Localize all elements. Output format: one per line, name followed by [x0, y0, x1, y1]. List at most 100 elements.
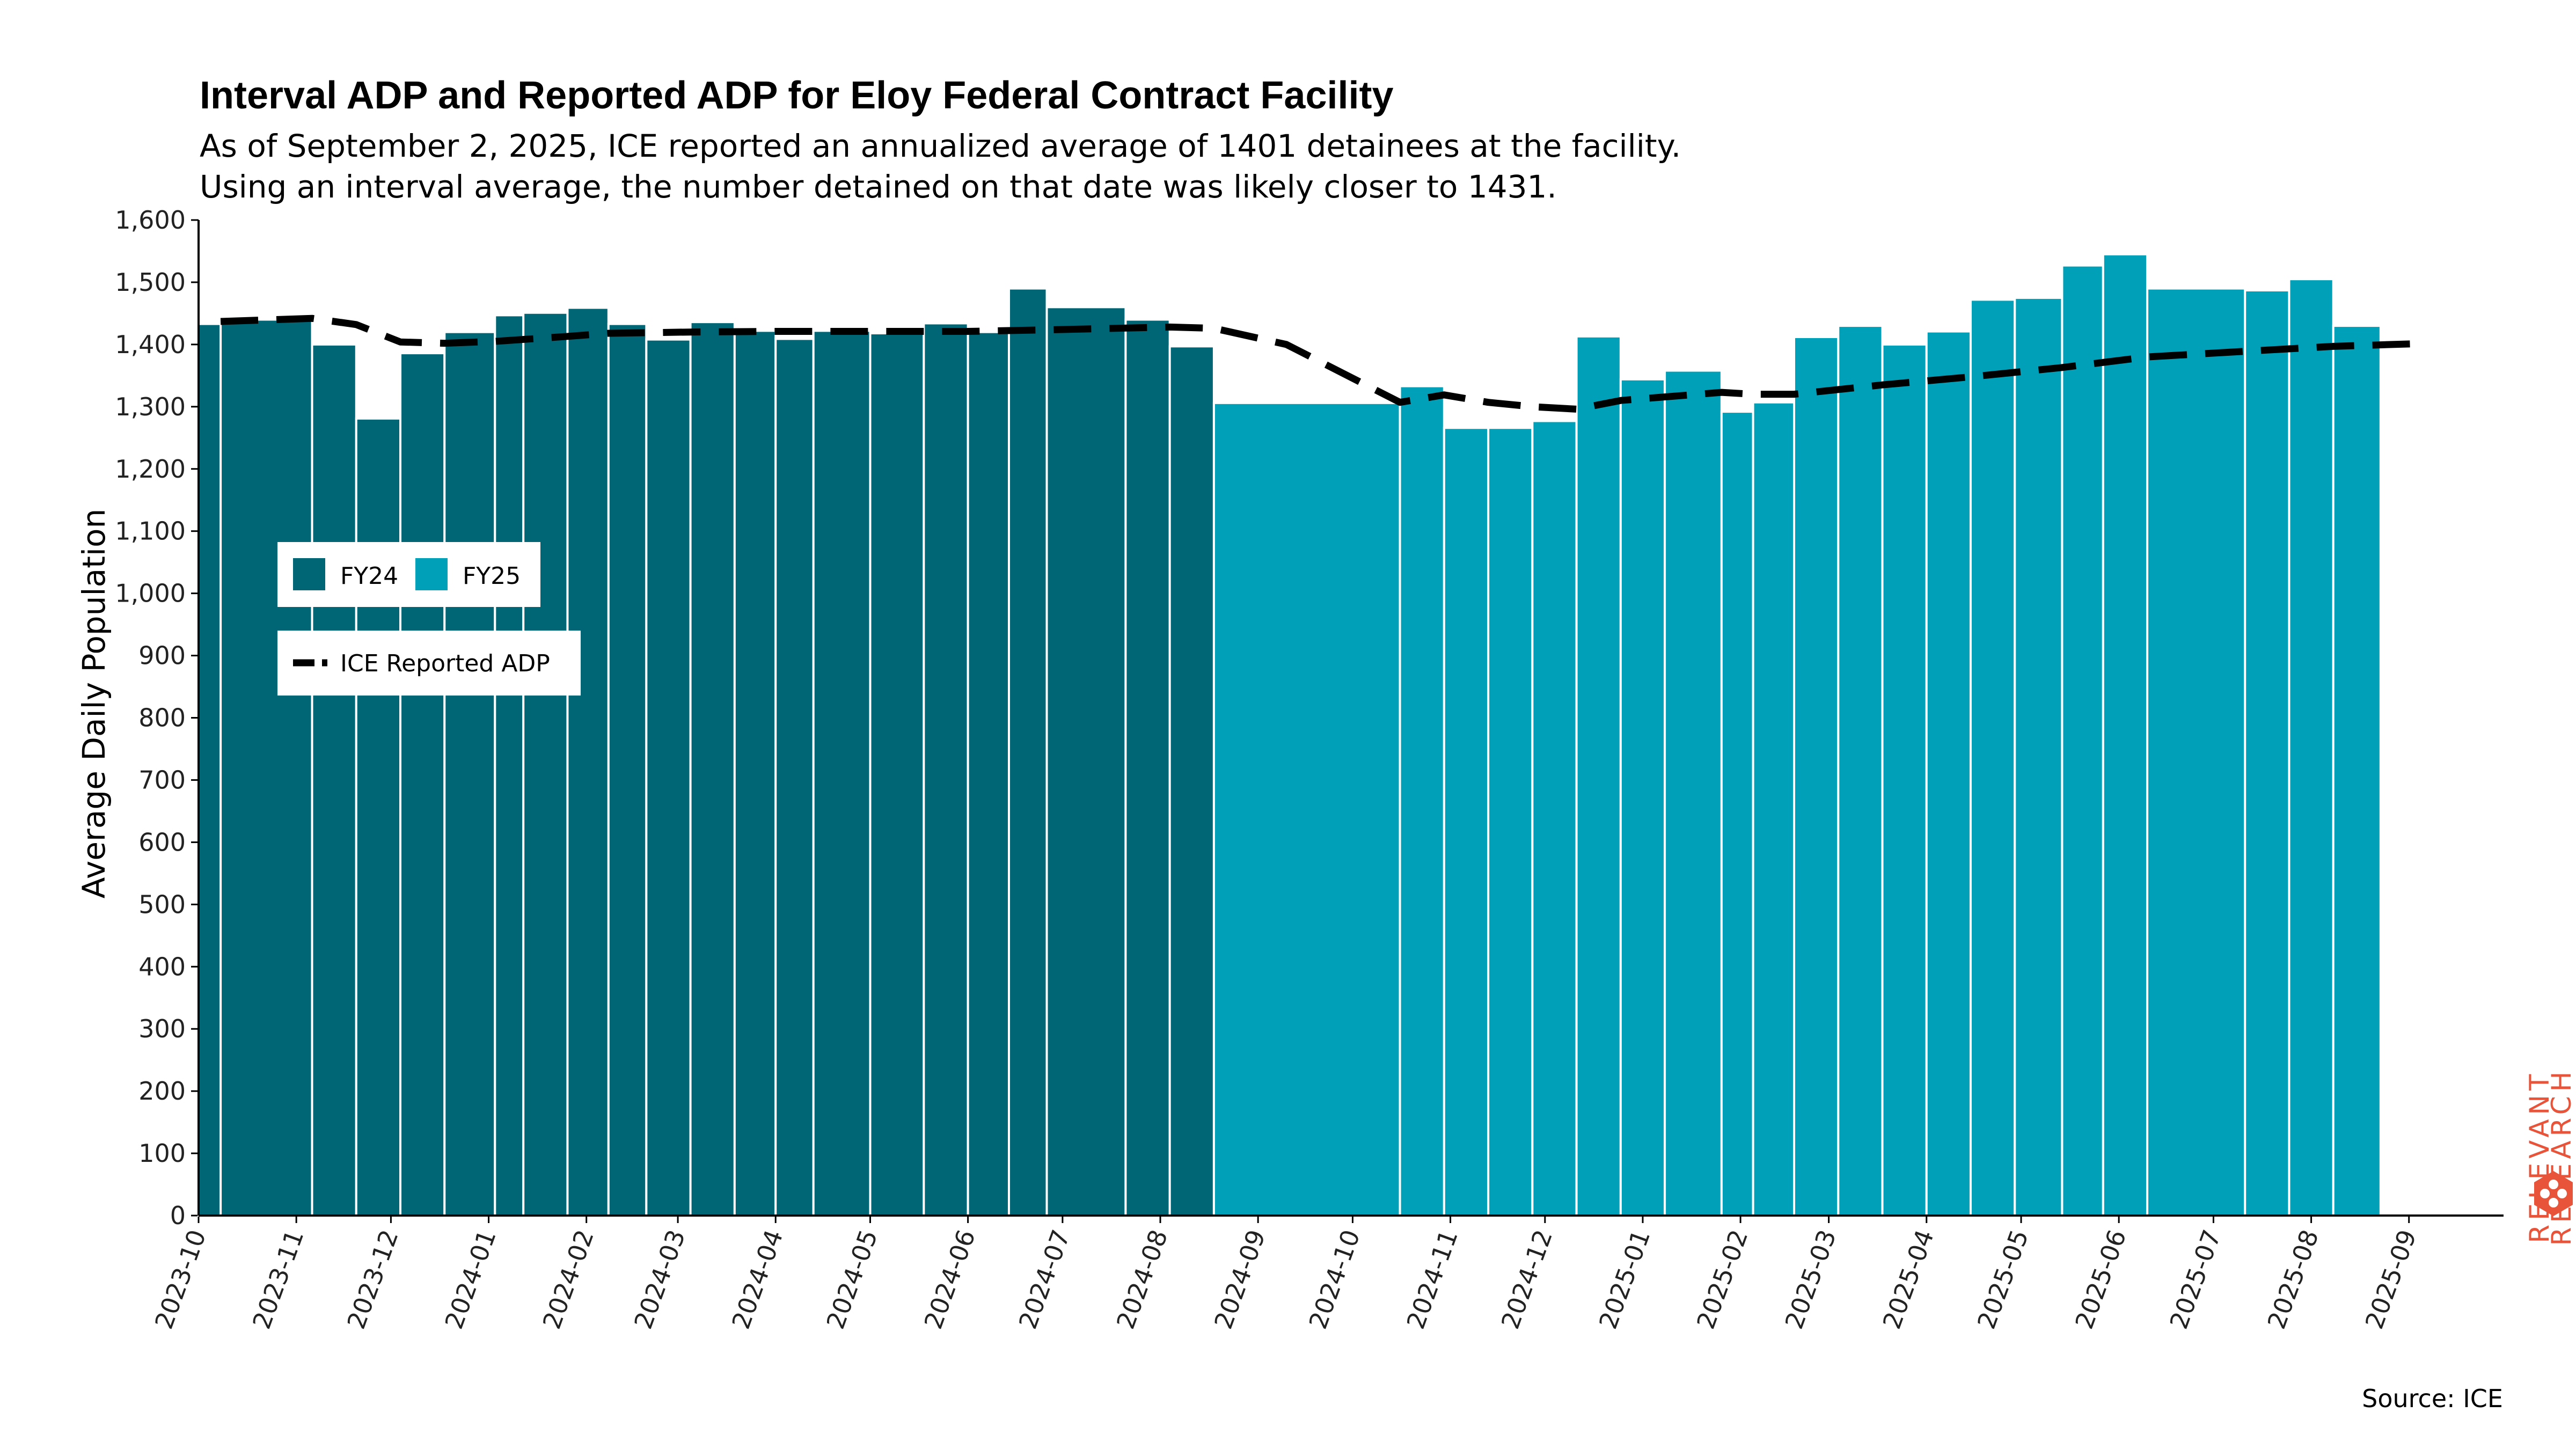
bar-fy25-2025-04-15 — [1970, 298, 2016, 1217]
y-tick-label: 400 — [138, 952, 186, 981]
bar-fy25-2024-11-13 — [1487, 427, 1534, 1217]
bar-fy25-2025-08-08 — [2332, 325, 2382, 1217]
bar-fy24-2024-04-01 — [774, 338, 815, 1217]
bar-fy24-2023-11-06 — [311, 343, 357, 1217]
bar-fy24-2024-05-01 — [869, 332, 925, 1217]
x-tick-label: 2024-12 — [1496, 1226, 1558, 1333]
x-tick-label: 2024-05 — [821, 1226, 883, 1333]
x-tick-label: 2024-07 — [1013, 1226, 1075, 1333]
x-tick-label: 2025-06 — [2069, 1226, 2132, 1333]
logo-text-relevant: RELEVANT — [2524, 1070, 2555, 1243]
bar-fy24-2024-06-26 — [1045, 306, 1127, 1217]
bar-fy24-2024-01-12 — [522, 311, 569, 1217]
y-tick-label: 800 — [138, 704, 186, 733]
x-tick-label: 2024-06 — [918, 1226, 980, 1333]
y-tick-label: 700 — [138, 765, 186, 794]
legend-swatch-fy25 — [415, 558, 448, 590]
x-tick-label: 2024-08 — [1111, 1226, 1173, 1333]
x-tick-label: 2025-07 — [2164, 1226, 2226, 1333]
y-tick-label: 1,500 — [115, 268, 186, 297]
bar-fy25-2025-04-29 — [2014, 296, 2063, 1217]
bar-fy24-2024-02-20 — [645, 338, 692, 1217]
bar-fy24-2023-12-18 — [443, 331, 496, 1217]
y-tick-label: 1,600 — [115, 206, 186, 235]
bar-fy25-2024-08-18 — [1212, 401, 1401, 1217]
y-tick-label: 0 — [170, 1201, 186, 1230]
y-tick-label: 1,200 — [115, 455, 186, 484]
x-tick-label: 2025-04 — [1877, 1226, 1940, 1333]
bar-fy24-2024-02-08 — [607, 323, 648, 1217]
x-tick-label: 2025-03 — [1779, 1226, 1841, 1333]
y-tick-label: 900 — [138, 641, 186, 670]
bar-fy25-2025-05-27 — [2102, 253, 2149, 1217]
bar-fy25-2025-03-18 — [1881, 343, 1928, 1217]
x-tick-label: 2024-03 — [628, 1226, 691, 1333]
bar-fy24-2023-11-20 — [355, 417, 402, 1217]
x-tick-label: 2025-02 — [1691, 1226, 1753, 1333]
bar-fy24-2024-06-01 — [967, 331, 1011, 1217]
bar-fy24-2024-01-26 — [566, 306, 610, 1217]
bar-fy25-2025-02-05 — [1752, 401, 1796, 1217]
x-tick-label: 2025-05 — [1972, 1226, 2034, 1333]
x-tick-label: 2024-04 — [726, 1226, 788, 1333]
x-tick-label: 2025-09 — [2360, 1226, 2422, 1333]
legend-line-box — [277, 631, 581, 696]
bar-fy25-2025-01-08 — [1664, 369, 1723, 1217]
hexagon-dots-icon — [2534, 1171, 2573, 1216]
x-axis-ticks: 2023-10 2023-11 2023-12 2024-01 2024-02 2024-… — [149, 1216, 2422, 1333]
bar-fy25-2025-05-14 — [2061, 264, 2104, 1217]
x-tick-label: 2024-11 — [1401, 1226, 1463, 1333]
y-tick-label: 1,000 — [115, 579, 186, 608]
source-note: Source: ICE — [2362, 1384, 2503, 1413]
y-tick-label: 1,400 — [115, 330, 186, 359]
legend-bars: FY24 FY25 — [277, 542, 540, 607]
bar-fy24-2024-04-13 — [812, 330, 872, 1217]
bar-fy24-2023-12-04 — [399, 352, 446, 1217]
legend-line: ICE Reported ADP — [277, 631, 581, 696]
bars — [197, 253, 2382, 1217]
y-tick-label: 1,300 — [115, 392, 186, 421]
legend-label-fy25: FY25 — [463, 562, 521, 590]
y-tick-label: 1,100 — [115, 517, 186, 546]
logo-text-research: RESEARCH — [2546, 1067, 2576, 1246]
x-tick-label: 2023-11 — [247, 1226, 309, 1333]
bar-fy25-2024-10-16 — [1399, 385, 1445, 1217]
x-tick-label: 2025-08 — [2262, 1226, 2324, 1333]
y-tick-label: 500 — [138, 890, 186, 919]
bar-fy24-2024-07-21 — [1124, 318, 1171, 1217]
bar-fy25-2024-12-11 — [1575, 335, 1622, 1217]
bar-fy24-2023-10-01 — [197, 323, 222, 1217]
x-tick-label: 2024-01 — [439, 1226, 501, 1333]
relevant-research-logo: RELEVANT RESEARCH — [2524, 1067, 2576, 1246]
bar-fy25-2024-10-30 — [1443, 427, 1490, 1217]
legend-label-ice-reported-adp: ICE Reported ADP — [340, 650, 550, 677]
bar-fy24-2024-03-05 — [689, 321, 736, 1217]
legend-label-fy24: FY24 — [340, 562, 398, 590]
y-axis-ticks: 0 100 200 300 400 500 600 700 800 900 1,000 1,100 1,… — [115, 206, 199, 1230]
bar-fy24-2024-03-19 — [733, 330, 777, 1217]
bar-fy24-2024-08-04 — [1168, 345, 1215, 1217]
y-axis-label: Average Daily Population — [76, 509, 112, 899]
chart-subtitle-line-1: As of September 2, 2025, ICE reported an… — [200, 128, 1681, 164]
bar-fy24-2024-01-03 — [494, 314, 525, 1217]
x-tick-label: 2024-10 — [1303, 1226, 1365, 1333]
chart-subtitle-line-2: Using an interval average, the number de… — [200, 169, 1557, 205]
y-tick-label: 600 — [138, 828, 186, 857]
y-tick-label: 300 — [138, 1014, 186, 1043]
line-series-ice-reported-adp — [220, 314, 2412, 413]
legend-swatch-fy24 — [293, 558, 325, 590]
bar-fy25-2025-01-26 — [1720, 411, 1754, 1217]
bar-fy24-2024-06-14 — [1008, 287, 1048, 1217]
x-tick-label: 2023-12 — [341, 1226, 404, 1333]
x-tick-label: 2025-01 — [1593, 1226, 1656, 1333]
y-tick-label: 100 — [138, 1139, 186, 1168]
bar-fy24-2024-05-18 — [923, 322, 969, 1217]
chart-title: Interval ADP and Reported ADP for Eloy F… — [200, 74, 1394, 117]
bar-fy25-2025-07-25 — [2288, 278, 2334, 1217]
x-tick-label: 2023-10 — [149, 1226, 211, 1333]
bar-fy25-2025-06-10 — [2146, 287, 2246, 1217]
y-tick-label: 200 — [138, 1077, 186, 1106]
bar-fy25-2025-02-18 — [1793, 335, 1840, 1217]
bar-fy25-2025-03-04 — [1837, 325, 1884, 1217]
